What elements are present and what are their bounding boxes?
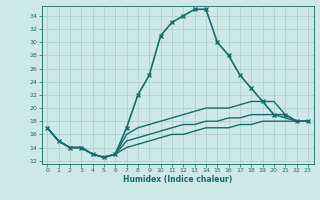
X-axis label: Humidex (Indice chaleur): Humidex (Indice chaleur) [123,175,232,184]
